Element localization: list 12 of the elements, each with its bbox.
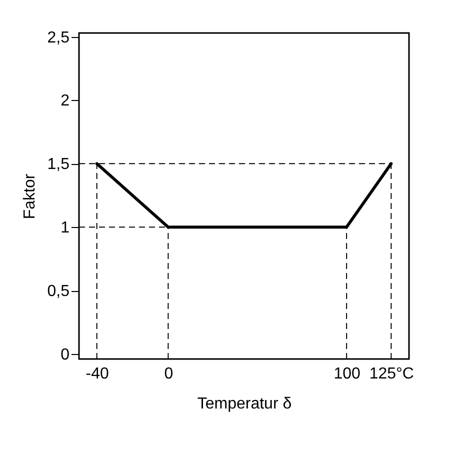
y-tick-label: 2 xyxy=(60,92,70,110)
y-tick-label: 1 xyxy=(60,220,70,237)
y-tick-label: 2,5 xyxy=(47,29,70,46)
y-tick-label: 0 xyxy=(60,346,70,364)
x-tick-label: 125°C xyxy=(369,366,414,382)
x-tick-label: 100 xyxy=(334,366,361,382)
y-tick-label: 1,5 xyxy=(47,156,70,174)
x-axis-title: Temperatur δ xyxy=(197,396,292,412)
y-axis-title: Faktor xyxy=(21,173,38,220)
x-tick-label: 0 xyxy=(164,366,174,382)
y-tick-label: 0,5 xyxy=(47,283,70,300)
x-tick-label: -40 xyxy=(86,366,109,382)
